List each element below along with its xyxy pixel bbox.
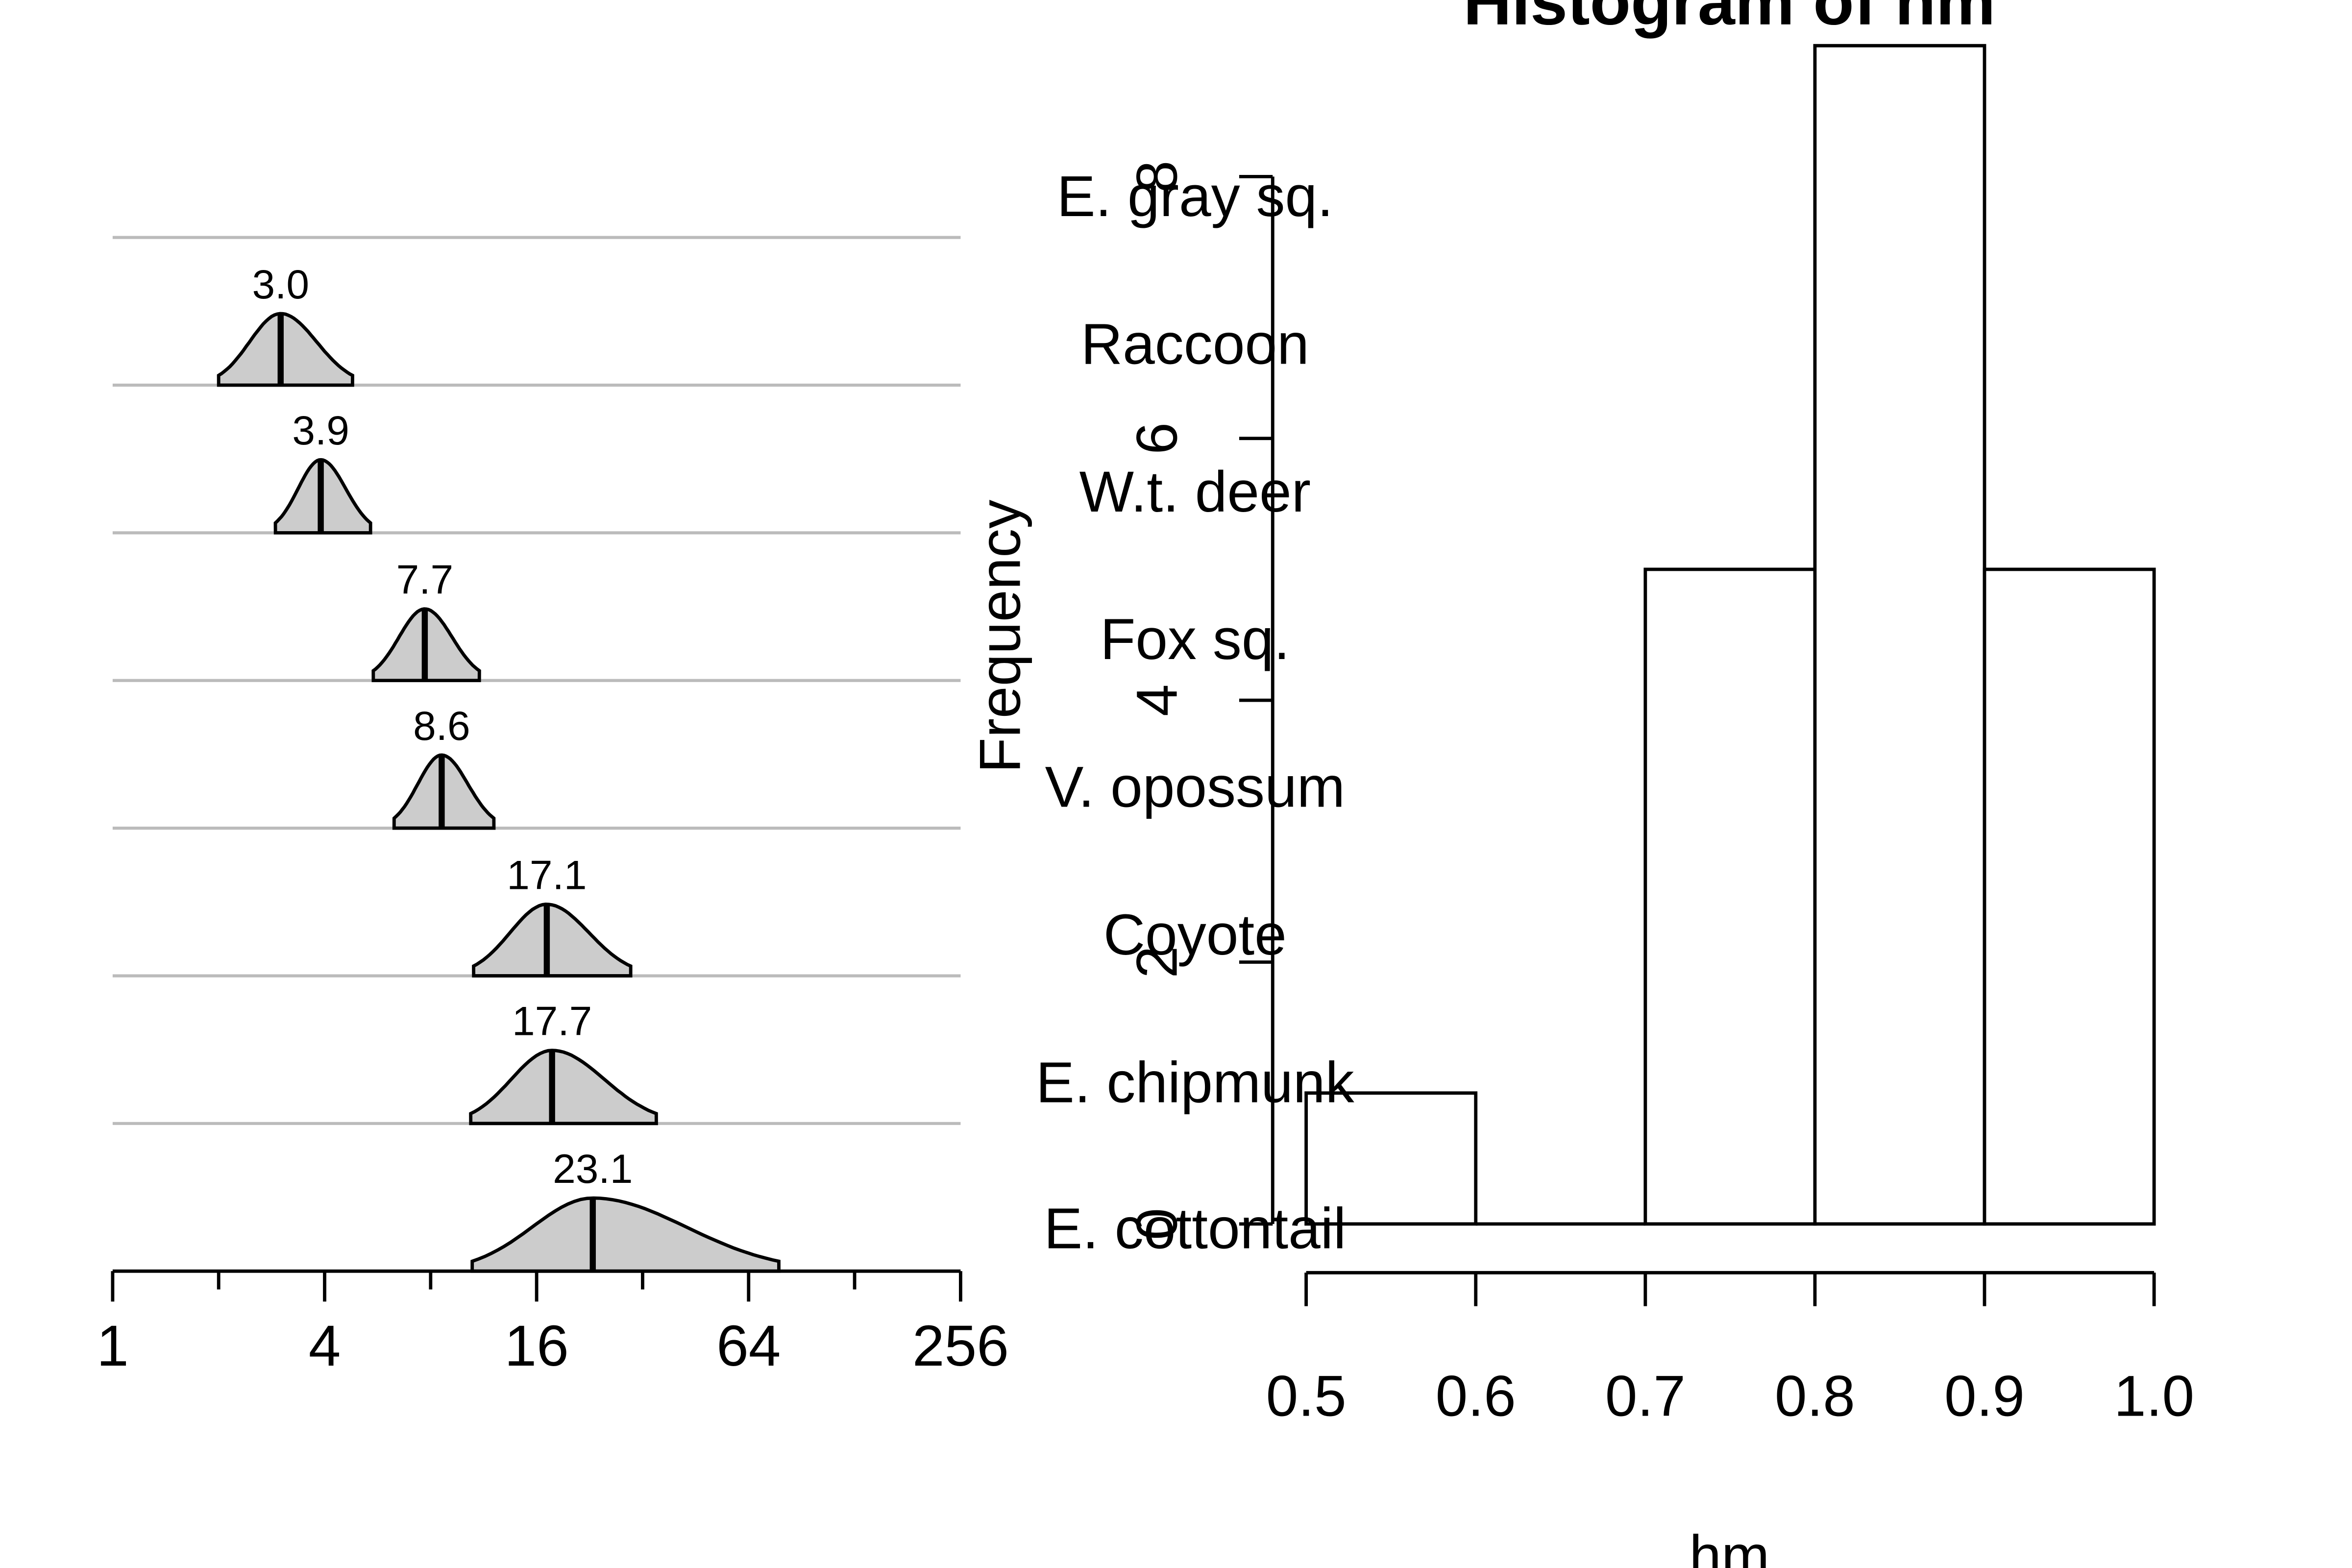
- x-tick-label: 16: [504, 1314, 568, 1378]
- species-label: Raccoon: [1081, 312, 1309, 377]
- species-label: V. opossum: [1045, 755, 1345, 820]
- x-tick-label: 1: [97, 1314, 129, 1378]
- species-label: Coyote: [1103, 903, 1287, 967]
- density-shape-7: [470, 1196, 781, 1273]
- histogram-title: Histogram of hm: [1463, 0, 1995, 39]
- species-label: E. cottontail: [1044, 1197, 1346, 1261]
- hist-x-tick-label: 0.8: [1775, 1364, 1855, 1428]
- hist-x-tick-label: 0.5: [1266, 1364, 1347, 1428]
- hist-bar-1: [1304, 1091, 1478, 1226]
- median-label-4: 8.6: [413, 703, 470, 749]
- species-label: E. chipmunk: [1036, 1050, 1355, 1115]
- hist-x-tick-label: 0.7: [1605, 1364, 1686, 1428]
- species-label: W.t. deer: [1079, 460, 1311, 524]
- x-tick-label: 4: [309, 1314, 341, 1378]
- hist-x-tick-label: 1.0: [2114, 1364, 2194, 1428]
- median-label-6: 17.7: [512, 998, 592, 1044]
- species-label: E. gray sq.: [1057, 164, 1333, 229]
- density-shape-1: [217, 312, 354, 387]
- histogram-y-axis-label: Frequency: [968, 500, 1033, 773]
- hist-x-tick-label: 0.6: [1436, 1364, 1516, 1428]
- y-tick-label: 6: [1125, 422, 1190, 455]
- hist-x-tick-label: 0.9: [1944, 1364, 2025, 1428]
- median-label-3: 7.7: [396, 557, 454, 603]
- histogram-panel: Histogram of hm hm Frequency 0 2 4 6 8 0.5 0.6…: [968, 0, 2195, 1568]
- median-label-1: 3.0: [252, 261, 309, 307]
- species-labels: E. gray sq. Raccoon W.t. deer Fox sq. V. opo…: [1036, 164, 1355, 1261]
- violin-panel: 3.0 3.9 7.7 8.6 17.1 17.7 23.1 1 4 16 64 256: [97, 236, 1009, 1378]
- hist-bar-3: [1643, 567, 1817, 1226]
- median-label-2: 3.9: [292, 407, 349, 453]
- y-tick-label: 0: [1125, 1208, 1190, 1240]
- hist-bar-5: [1983, 567, 2156, 1226]
- x-tick-label: 256: [912, 1314, 1009, 1378]
- y-tick-label: 2: [1125, 946, 1190, 979]
- x-tick-label: 64: [716, 1314, 781, 1378]
- y-tick-label: 8: [1125, 161, 1190, 193]
- y-tick-label: 4: [1125, 684, 1190, 716]
- median-label-7: 23.1: [553, 1146, 633, 1192]
- median-label-5: 17.1: [507, 852, 587, 898]
- species-label: Fox sq.: [1100, 607, 1290, 672]
- histogram-x-axis-label: hm: [1689, 1524, 1769, 1568]
- hist-bar-4: [1813, 44, 1986, 1226]
- density-shape-6: [469, 1049, 658, 1126]
- density-shape-5: [472, 903, 633, 978]
